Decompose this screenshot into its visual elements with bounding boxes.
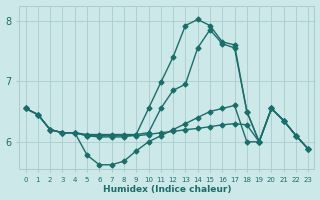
X-axis label: Humidex (Indice chaleur): Humidex (Indice chaleur): [103, 185, 231, 194]
